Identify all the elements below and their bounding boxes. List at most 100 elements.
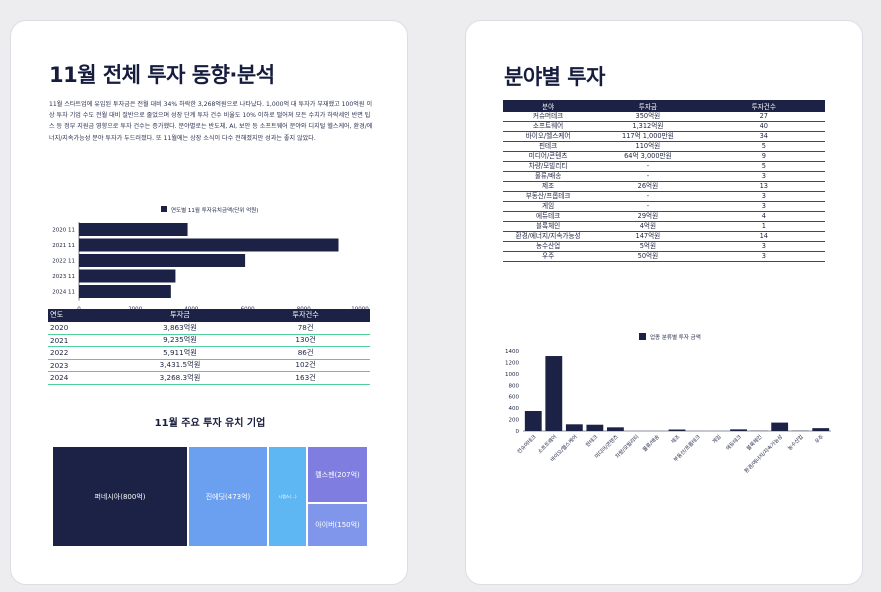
table-cell: 제조 — [503, 181, 594, 193]
table-cell: 9,235억원 — [118, 334, 242, 347]
table-cell: 3 — [702, 171, 825, 183]
table-cell: 차량/모빌리티 — [503, 161, 594, 173]
table-cell: 게임 — [503, 201, 594, 213]
table-cell: 147억원 — [593, 231, 703, 243]
column-header: 투자건수 — [702, 100, 825, 112]
table-cell: 50억원 — [593, 251, 703, 263]
table-cell: 4 — [702, 211, 825, 223]
page-title: 11월 전체 투자 동향·분석 — [49, 63, 275, 87]
category-tick-label: 2022 11 — [52, 259, 75, 265]
legend-swatch — [639, 333, 646, 340]
table-cell: 2022 — [48, 346, 119, 360]
table-row: 우주 50억원 3 — [503, 251, 825, 263]
left-page: 11월 전체 투자 동향·분석 11월 스타트업에 유입된 투자금은 전월 대비… — [10, 20, 408, 585]
bar — [524, 411, 542, 431]
table-cell: 163건 — [241, 371, 370, 385]
table-cell: 29억원 — [593, 211, 703, 223]
top-companies-treemap: 퍼네시아(800억) 진에딧(473억) 시랩스(…) 멜스젠(207억) 아이… — [53, 447, 367, 546]
table-cell: 5 — [702, 161, 825, 173]
table-cell: 14 — [702, 231, 825, 243]
table-cell: 64억 3,000만원 — [593, 151, 703, 163]
treemap-title: 11월 주요 투자 유치 기업 — [154, 418, 266, 429]
table-row: 2021 9,235억원 130건 — [48, 334, 370, 347]
y-tick-label: 1000 — [505, 372, 519, 378]
table-row: 게임 -3 — [503, 201, 825, 213]
table-cell: 1,312억원 — [593, 121, 703, 133]
table-cell: - — [593, 171, 703, 183]
bar — [771, 422, 789, 431]
table-cell: 2021 — [48, 334, 119, 347]
table-cell: 117억 1,000만원 — [593, 131, 703, 143]
table-row: 제조 26억원 13 — [503, 181, 825, 193]
y-tick-label: 800 — [509, 383, 520, 389]
legend-label: 업종 분류별 투자 금액 — [650, 333, 701, 341]
treemap-tile: 시랩스(…) — [269, 447, 306, 546]
y-tick-label: 1200 — [505, 360, 519, 366]
table-cell: 27 — [702, 112, 825, 123]
sector-investment-bar-chart: 업종 분류별 투자 금액 0 200 400 600 800 1000 1200 1400 컨슈머… — [505, 333, 831, 475]
category-tick-label: 소프트웨어 — [536, 433, 559, 456]
table-row: 에듀테크 29억원 4 — [503, 211, 825, 223]
table-cell: 110억원 — [593, 141, 703, 153]
table-row: 농수산업 5억원 3 — [503, 241, 825, 253]
page-title: 분야별 투자 — [504, 65, 605, 89]
table-cell: 3 — [702, 201, 825, 213]
treemap-tile: 퍼네시아(800억) — [53, 447, 187, 546]
bar — [586, 424, 604, 431]
treemap-tile-label: 멜스젠(207억) — [315, 470, 360, 479]
category-tick-label: 핀테크 — [583, 433, 599, 449]
bar — [79, 285, 171, 298]
table-cell: 2024 — [48, 371, 119, 385]
table-cell: 농수산업 — [503, 241, 594, 253]
table-cell: 26억원 — [593, 181, 703, 193]
table-cell: 2020 — [48, 321, 119, 335]
table-cell: 4억원 — [593, 221, 703, 233]
table-header-row: 연도 투자금 투자건수 — [48, 309, 370, 322]
treemap-tile-label: 시랩스(…) — [278, 493, 297, 499]
table-cell: 우주 — [503, 251, 594, 263]
table-cell: 5 — [702, 141, 825, 153]
legend-swatch — [161, 206, 167, 212]
column-header: 투자금 — [118, 309, 242, 322]
category-tick-label: 제조 — [669, 433, 682, 446]
yearly-investment-bar-chart: 연도별 11월 투자유치금액(단위 억원) 2020 11 2021 11 2022 … — [52, 206, 369, 313]
table-cell: 미디어/콘텐츠 — [503, 151, 594, 163]
table-row: 소프트웨어 1,312억원 40 — [503, 121, 825, 133]
table-cell: 5,911억원 — [118, 346, 242, 360]
treemap-tile-label: 아이버(150억) — [315, 521, 360, 529]
table-cell: 부동산/프롭테크 — [503, 191, 594, 203]
table-row: 차량/모빌리티 -5 — [503, 161, 825, 173]
y-tick-label: 600 — [509, 395, 520, 401]
table-cell: 86건 — [241, 346, 370, 360]
column-header: 분야 — [503, 100, 594, 112]
legend-label: 연도별 11월 투자유치금액(단위 억원) — [171, 206, 258, 214]
table-cell: 3,431.5억원 — [118, 359, 242, 372]
bar — [79, 223, 188, 236]
table-cell: 350억원 — [593, 112, 703, 123]
table-cell: 102건 — [241, 359, 370, 372]
treemap-tile: 아이버(150억) — [308, 504, 367, 546]
table-cell: 34 — [702, 131, 825, 143]
table-cell: 환경/에너지/지속가능성 — [503, 231, 594, 243]
category-tick-label: 2020 11 — [52, 228, 75, 234]
category-tick-label: 2021 11 — [52, 243, 75, 249]
yearly-investment-table: 연도 투자금 투자건수 2020 3,863억원 78건 2021 9,235억원 130건 2… — [48, 309, 370, 385]
bar — [79, 238, 339, 252]
table-cell: 블록체인 — [503, 221, 594, 233]
table-row: 2022 5,911억원 86건 — [48, 346, 370, 360]
table-row: 2020 3,863억원 78건 — [48, 321, 370, 335]
table-cell: 3 — [702, 191, 825, 203]
table-row: 2024 3,268.3억원 163건 — [48, 371, 370, 385]
table-cell: 에듀테크 — [503, 211, 594, 223]
table-cell: 3 — [702, 251, 825, 263]
table-cell: - — [593, 161, 703, 173]
treemap-tile: 진에딧(473억) — [189, 447, 267, 546]
treemap-tile: 멜스젠(207억) — [308, 447, 367, 502]
column-header: 연도 — [48, 309, 119, 322]
table-cell: 13 — [702, 181, 825, 193]
table-cell: 5억원 — [593, 241, 703, 253]
table-cell: 3,863억원 — [118, 321, 242, 335]
table-row: 바이오/헬스케어 117억 1,000만원 34 — [503, 131, 825, 143]
table-row: 2023 3,431.5억원 102건 — [48, 359, 370, 372]
category-tick-label: 우주 — [813, 433, 825, 445]
